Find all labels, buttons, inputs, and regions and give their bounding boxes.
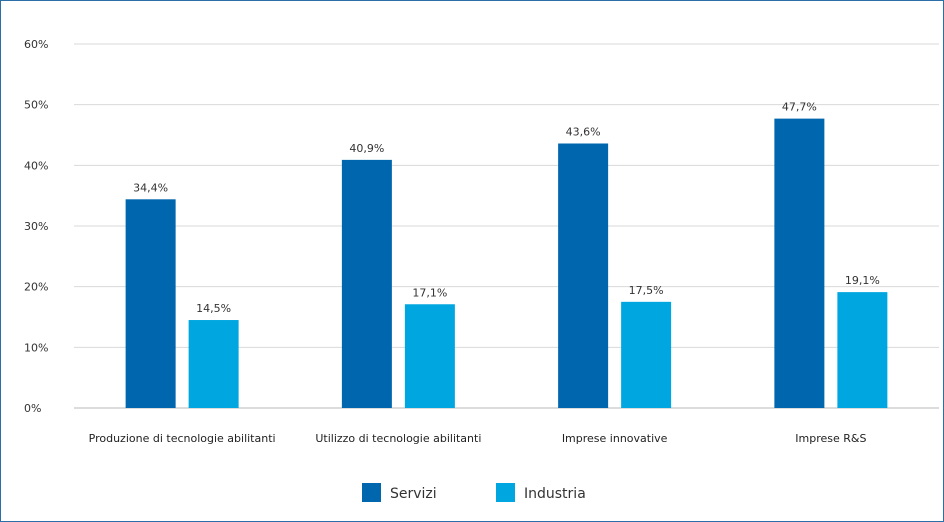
y-tick-label: 0% xyxy=(24,402,41,415)
data-label: 43,6% xyxy=(566,125,601,138)
bar-industria xyxy=(621,301,672,408)
data-label: 17,1% xyxy=(412,286,447,299)
x-tick-label: Produzione di tecnologie abilitanti xyxy=(89,432,276,445)
data-label: 19,1% xyxy=(845,274,880,287)
x-tick-label: Imprese innovative xyxy=(562,432,668,445)
y-tick-label: 10% xyxy=(24,341,48,354)
x-tick-label: Utilizzo di tecnologie abilitanti xyxy=(315,432,481,445)
data-label: 40,9% xyxy=(349,142,384,155)
bar-industria xyxy=(188,320,239,408)
bar-servizi xyxy=(125,199,176,408)
legend-label: Servizi xyxy=(390,486,437,502)
legend-label: Industria xyxy=(524,486,586,502)
bar-industria xyxy=(837,292,888,408)
y-tick-label: 20% xyxy=(24,281,48,294)
legend-swatch-servizi xyxy=(362,483,381,502)
y-tick-label: 60% xyxy=(24,38,48,51)
bar-servizi xyxy=(774,118,825,409)
x-tick-label: Imprese R&S xyxy=(795,432,866,445)
data-label: 17,5% xyxy=(629,284,664,297)
data-label: 47,7% xyxy=(782,101,817,114)
bar-servizi xyxy=(558,143,609,408)
y-tick-label: 40% xyxy=(24,159,48,172)
bar-servizi xyxy=(341,159,392,408)
y-tick-label: 50% xyxy=(24,99,48,112)
bar-industria xyxy=(404,304,455,408)
data-label: 34,4% xyxy=(133,181,168,194)
data-label: 14,5% xyxy=(196,302,231,315)
legend-swatch-industria xyxy=(496,483,515,502)
y-tick-label: 30% xyxy=(24,220,48,233)
